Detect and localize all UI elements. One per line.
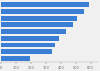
Bar [1,2,89,7]
Bar [1,22,73,27]
Bar [1,56,30,61]
Bar [1,49,52,54]
Bar [1,9,84,14]
Bar [1,29,66,34]
Bar [1,43,56,47]
Bar [1,36,59,41]
Bar [1,16,77,21]
